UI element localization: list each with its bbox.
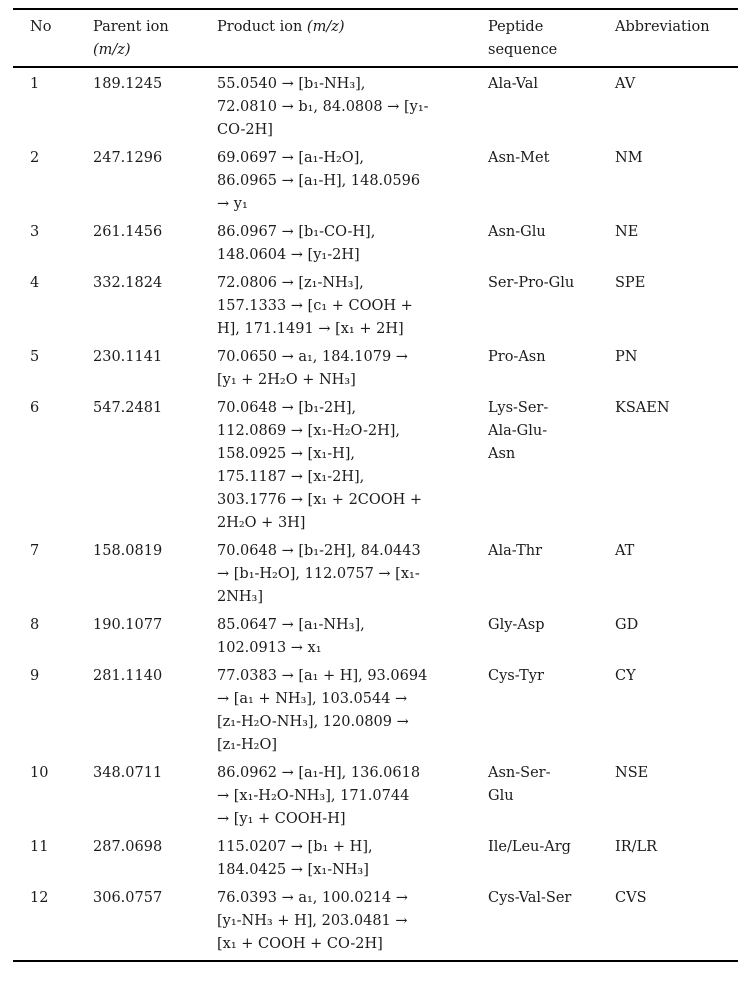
cell-no: 2 — [30, 150, 40, 166]
cell-product-ion: 86.0967 → [b₁-CO-H], 148.0604 → [y₁-2H] — [217, 224, 376, 263]
cell-abbreviation: CVS — [615, 890, 647, 906]
cell-peptide-sequence: Ser-Pro-Glu — [488, 275, 575, 291]
cell-peptide-sequence: Gly-Asp — [488, 617, 545, 633]
cell-no: 6 — [30, 400, 40, 416]
cell-product-ion: 77.0383 → [a₁ + H], 93.0694 → [a₁ + NH₃]… — [217, 668, 428, 753]
cell-product-ion: 70.0648 → [b₁-2H], 84.0443 → [b₁-H₂O], 1… — [217, 543, 421, 605]
cell-no: 3 — [30, 224, 40, 240]
cell-product-ion: 55.0540 → [b₁-NH₃], 72.0810 → b₁, 84.080… — [217, 76, 429, 138]
table-row: 6 547.2481 70.0648 → [b₁-2H], 112.0869 →… — [13, 392, 738, 535]
cell-parent-ion: 287.0698 — [93, 839, 163, 855]
col-header-product-unit: (m/z) — [306, 19, 345, 35]
table-row: 7 158.0819 70.0648 → [b₁-2H], 84.0443 → … — [13, 535, 738, 609]
cell-parent-ion: 306.0757 — [93, 890, 163, 906]
cell-no: 7 — [30, 543, 40, 559]
cell-parent-ion: 348.0711 — [93, 765, 163, 781]
cell-product-ion: 70.0648 → [b₁-2H], 112.0869 → [x₁-H₂O-2H… — [217, 400, 423, 531]
cell-product-ion: 69.0697 → [a₁-H₂O], 86.0965 → [a₁-H], 14… — [217, 150, 421, 212]
table-row: 2 247.1296 69.0697 → [a₁-H₂O], 86.0965 →… — [13, 142, 738, 216]
table-row: 11 287.0698 115.0207 → [b₁ + H], 184.042… — [13, 831, 738, 882]
cell-peptide-sequence: Pro-Asn — [488, 349, 546, 365]
cell-parent-ion: 547.2481 — [93, 400, 163, 416]
cell-no: 11 — [30, 839, 49, 855]
cell-product-ion: 72.0806 → [z₁-NH₃], 157.1333 → [c₁ + COO… — [217, 275, 413, 337]
cell-peptide-sequence: Ile/Leu-Arg — [488, 839, 571, 855]
cell-no: 4 — [30, 275, 40, 291]
cell-parent-ion: 190.1077 — [93, 617, 163, 633]
cell-parent-ion: 281.1140 — [93, 668, 163, 684]
cell-product-ion: 115.0207 → [b₁ + H], 184.0425 → [x₁-NH₃] — [217, 839, 373, 878]
col-header-peptide-sequence: Peptide sequence — [488, 9, 615, 68]
cell-peptide-sequence: Cys-Val-Ser — [488, 890, 572, 906]
cell-product-ion: 70.0650 → a₁, 184.1079 → [y₁ + 2H₂O + NH… — [217, 349, 408, 388]
cell-no: 9 — [30, 668, 40, 684]
header-row: No Parent ion (m/z) Product ion (m/z) Pe… — [13, 9, 738, 68]
table-row: 10 348.0711 86.0962 → [a₁-H], 136.0618 →… — [13, 757, 738, 831]
cell-abbreviation: PN — [615, 349, 638, 365]
cell-abbreviation: NM — [615, 150, 643, 166]
cell-product-ion: 86.0962 → [a₁-H], 136.0618 → [x₁-H₂O-NH₃… — [217, 765, 421, 827]
col-header-abbreviation: Abbreviation — [615, 9, 738, 68]
col-header-no: No — [13, 9, 93, 68]
cell-peptide-sequence: Asn-Met — [488, 150, 550, 166]
cell-abbreviation: CY — [615, 668, 636, 684]
cell-abbreviation: KSAEN — [615, 400, 670, 416]
col-header-product-ion: Product ion (m/z) — [217, 9, 488, 68]
col-header-abbreviation-label: Abbreviation — [615, 19, 710, 35]
cell-no: 1 — [30, 76, 40, 92]
cell-peptide-sequence: Lys-Ser- Ala-Glu- Asn — [488, 400, 549, 462]
peptide-ion-table: No Parent ion (m/z) Product ion (m/z) Pe… — [13, 8, 738, 962]
table-row: 5 230.1141 70.0650 → a₁, 184.1079 → [y₁ … — [13, 341, 738, 392]
cell-peptide-sequence: Ala-Val — [488, 76, 539, 92]
table-row: 1 189.1245 55.0540 → [b₁-NH₃], 72.0810 →… — [13, 67, 738, 142]
cell-parent-ion: 247.1296 — [93, 150, 163, 166]
cell-peptide-sequence: Ala-Thr — [488, 543, 543, 559]
cell-product-ion: 76.0393 → a₁, 100.0214 → [y₁-NH₃ + H], 2… — [217, 890, 408, 952]
cell-peptide-sequence: Cys-Tyr — [488, 668, 544, 684]
cell-abbreviation: NE — [615, 224, 639, 240]
cell-peptide-sequence: Asn-Ser- Glu — [488, 765, 551, 804]
col-header-peptide-label: Peptide sequence — [488, 19, 558, 58]
table-body: 1 189.1245 55.0540 → [b₁-NH₃], 72.0810 →… — [13, 67, 738, 961]
cell-product-ion: 85.0647 → [a₁-NH₃], 102.0913 → x₁ — [217, 617, 365, 656]
col-header-product-label: Product ion — [217, 19, 303, 35]
table-row: 9 281.1140 77.0383 → [a₁ + H], 93.0694 →… — [13, 660, 738, 757]
cell-abbreviation: GD — [615, 617, 639, 633]
cell-abbreviation: SPE — [615, 275, 646, 291]
cell-abbreviation: IR/LR — [615, 839, 658, 855]
cell-parent-ion: 332.1824 — [93, 275, 163, 291]
col-header-no-label: No — [30, 19, 52, 35]
cell-peptide-sequence: Asn-Glu — [488, 224, 546, 240]
cell-parent-ion: 261.1456 — [93, 224, 163, 240]
table-header: No Parent ion (m/z) Product ion (m/z) Pe… — [13, 9, 738, 68]
cell-parent-ion: 158.0819 — [93, 543, 163, 559]
cell-parent-ion: 189.1245 — [93, 76, 163, 92]
cell-no: 12 — [30, 890, 49, 906]
table-row: 4 332.1824 72.0806 → [z₁-NH₃], 157.1333 … — [13, 267, 738, 341]
cell-abbreviation: AT — [615, 543, 635, 559]
col-header-parent-ion: Parent ion (m/z) — [93, 9, 217, 68]
table-row: 12 306.0757 76.0393 → a₁, 100.0214 → [y₁… — [13, 882, 738, 961]
cell-no: 8 — [30, 617, 40, 633]
cell-abbreviation: AV — [615, 76, 636, 92]
table-row: 3 261.1456 86.0967 → [b₁-CO-H], 148.0604… — [13, 216, 738, 267]
cell-no: 10 — [30, 765, 49, 781]
table-row: 8 190.1077 85.0647 → [a₁-NH₃], 102.0913 … — [13, 609, 738, 660]
cell-abbreviation: NSE — [615, 765, 649, 781]
cell-no: 5 — [30, 349, 40, 365]
cell-parent-ion: 230.1141 — [93, 349, 163, 365]
col-header-parent-label: Parent ion — [93, 19, 169, 35]
col-header-parent-unit: (m/z) — [93, 42, 131, 58]
